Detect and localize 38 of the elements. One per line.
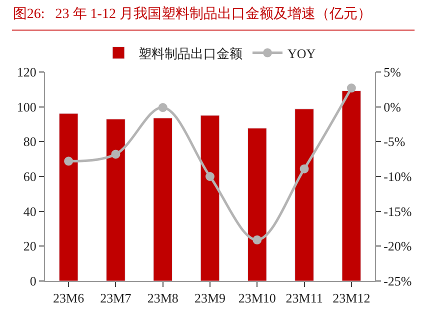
y-tick-label: 0 [30, 274, 36, 289]
chart-title: 图26: 23 年 1-12 月我国塑料制品出口金额及增速（亿元） [12, 6, 372, 22]
x-tick-label: 23M6 [53, 290, 85, 306]
point [252, 235, 262, 244]
x-tick-label: 23M9 [194, 290, 226, 306]
legend-label: YOY [288, 46, 316, 61]
y2-tick-label: -10% [384, 169, 412, 184]
y-tick-label: 40 [23, 204, 36, 219]
y-tick-label: 20 [23, 238, 36, 254]
x-tick-label: 23M7 [100, 290, 132, 306]
y-tick-label: 120 [16, 64, 36, 80]
point [64, 156, 74, 166]
x-tick-label: 23M12 [332, 290, 370, 306]
x-tick-label: 23M10 [238, 290, 276, 306]
y-tick-label: 100 [16, 99, 36, 114]
point [158, 103, 168, 112]
bar [247, 128, 267, 281]
bar [106, 118, 126, 281]
point [300, 164, 309, 174]
x-tick-label: 23M11 [286, 290, 323, 306]
point [206, 172, 214, 181]
y2-tick-label: -15% [384, 204, 412, 219]
legend-label: 塑料制品出口金额 [138, 46, 242, 61]
y2-tick-label: 0% [384, 99, 402, 114]
x-tick-label: 23M8 [147, 290, 178, 306]
y-tick-label: 60 [23, 169, 36, 184]
y2-tick-label: 5% [384, 64, 402, 80]
y2-tick-label: -20% [384, 238, 412, 254]
point [111, 150, 120, 159]
point [346, 84, 356, 93]
bar [153, 118, 173, 281]
y2-tick-label: -25% [384, 274, 412, 289]
bar [200, 115, 220, 281]
bar [58, 113, 78, 281]
bar [342, 90, 362, 281]
y-tick-label: 80 [23, 134, 36, 150]
y2-tick-label: -5% [384, 134, 406, 150]
bar [294, 108, 314, 281]
